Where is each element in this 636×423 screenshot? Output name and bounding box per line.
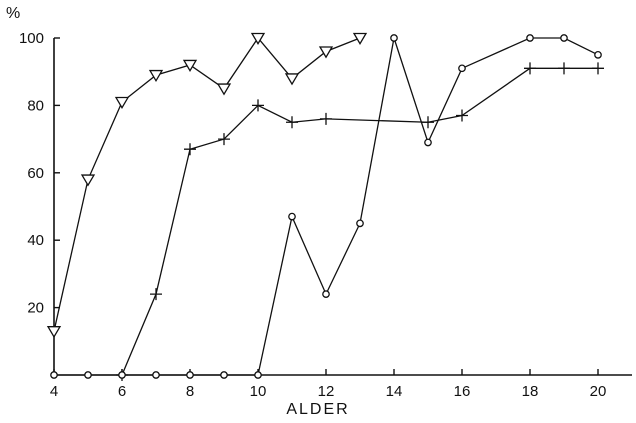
data-point [184, 143, 196, 156]
data-point [592, 62, 604, 75]
y-tick-label: 100 [19, 30, 44, 47]
data-point [558, 62, 570, 75]
data-point [84, 371, 92, 379]
data-point [114, 96, 130, 110]
data-point [220, 371, 228, 379]
data-point [524, 62, 536, 75]
series-line [54, 37, 599, 376]
data-point [182, 59, 198, 72]
data-point [352, 32, 368, 45]
series-circle [50, 34, 602, 379]
x-tick-label: 16 [454, 383, 471, 400]
data-point [148, 69, 164, 83]
data-point [150, 288, 162, 301]
data-point [424, 138, 432, 147]
x-tick-label: 18 [522, 383, 539, 400]
data-point [50, 371, 58, 379]
y-tick-label: 60 [27, 165, 44, 182]
data-point [152, 371, 160, 379]
data-point [318, 46, 334, 59]
data-point [80, 174, 96, 187]
y-tick-label: 40 [27, 232, 44, 249]
x-axis-label: ALDER [286, 401, 349, 418]
axes [53, 38, 632, 376]
series [46, 32, 604, 381]
data-point [250, 32, 266, 45]
data-point [286, 116, 298, 129]
data-point [526, 34, 534, 42]
x-tick-label: 10 [250, 383, 267, 400]
data-point [390, 34, 398, 42]
data-point [284, 73, 300, 86]
x-tick-label: 14 [386, 383, 403, 400]
y-axis-label: % [6, 5, 22, 22]
y-tick-label: 80 [27, 97, 44, 114]
series-line [53, 36, 361, 332]
data-point [456, 109, 468, 122]
x-tick-label: 8 [186, 383, 194, 400]
data-point [216, 83, 232, 96]
data-point [254, 371, 262, 379]
data-point [118, 371, 126, 379]
series-plus [116, 62, 604, 381]
data-point [186, 371, 194, 379]
data-point [322, 290, 330, 298]
data-point [252, 99, 264, 112]
data-point [594, 50, 602, 59]
data-point [46, 326, 62, 339]
x-tick-label: 6 [118, 383, 126, 400]
data-point [422, 116, 434, 129]
ticks: 4 6 8 10 12 14 16 18 20 20 40 60 80 100 [19, 30, 606, 400]
data-point [320, 112, 332, 125]
y-tick-label: 20 [27, 300, 44, 317]
data-point [356, 219, 364, 228]
data-point [458, 64, 466, 73]
data-point [288, 212, 296, 221]
series-triangle-down [46, 32, 368, 339]
x-tick-label: 20 [590, 383, 607, 400]
data-point [560, 34, 568, 42]
x-tick-label: 4 [50, 383, 58, 400]
x-tick-label: 12 [318, 383, 335, 400]
data-point [218, 133, 230, 146]
